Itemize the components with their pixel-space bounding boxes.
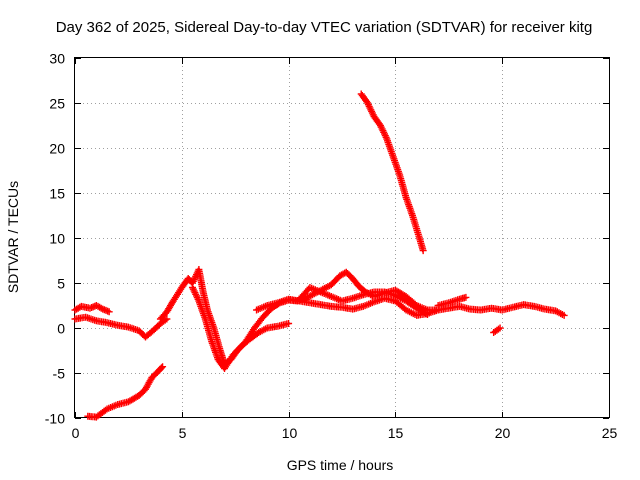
data-trace xyxy=(73,303,84,313)
data-trace xyxy=(393,293,408,304)
data-trace xyxy=(136,387,148,398)
x-axis-label: GPS time / hours xyxy=(287,457,394,473)
y-tick-label: -10 xyxy=(45,411,65,427)
series-arc-8 xyxy=(357,90,427,255)
data-trace xyxy=(415,234,427,253)
y-tick-label: 20 xyxy=(49,141,65,157)
series-arc-2 xyxy=(71,313,171,341)
series-arc-10 xyxy=(490,324,504,336)
data-trace xyxy=(350,276,362,289)
y-axis-label: SDTVAR / TECUs xyxy=(5,181,21,293)
x-tick-label: 25 xyxy=(602,425,618,441)
series-arc-7 xyxy=(295,284,431,318)
x-tick-label: 10 xyxy=(282,425,298,441)
data-trace xyxy=(222,353,236,371)
data-trace xyxy=(396,173,409,200)
data-trace xyxy=(195,267,207,294)
data-trace xyxy=(457,294,468,303)
y-tick-label: 25 xyxy=(49,96,65,112)
y-tick-label: 5 xyxy=(57,276,65,292)
data-trace xyxy=(100,306,112,315)
data-trace xyxy=(344,270,355,281)
data-trace xyxy=(252,315,266,330)
data-point xyxy=(423,311,431,318)
data-trace xyxy=(158,316,169,326)
plot-frame xyxy=(74,57,610,418)
data-trace xyxy=(94,302,105,312)
y-tick-label: 30 xyxy=(49,51,65,67)
data-trace xyxy=(491,325,502,335)
data-trace xyxy=(414,305,430,318)
y-tick-label: -5 xyxy=(53,366,66,382)
data-trace xyxy=(321,282,334,292)
data-trace xyxy=(202,317,215,344)
data-trace xyxy=(260,306,274,320)
y-tick-label: 15 xyxy=(49,186,65,202)
chart-title: Day 362 of 2025, Sidereal Day-to-day VTE… xyxy=(56,19,593,36)
data-trace xyxy=(151,321,163,332)
data-trace xyxy=(126,392,142,405)
data-trace xyxy=(149,369,161,380)
data-trace xyxy=(329,273,343,287)
series-arc-1 xyxy=(71,302,113,316)
x-tick-label: 20 xyxy=(495,425,511,441)
series-arc-3 xyxy=(84,363,167,421)
data-point xyxy=(419,247,427,255)
data-trace xyxy=(143,327,157,340)
data-point xyxy=(285,320,293,327)
data-trace xyxy=(254,302,269,313)
data-point xyxy=(105,308,113,316)
data-trace xyxy=(170,285,185,303)
data-trace xyxy=(189,285,202,303)
data-trace xyxy=(303,291,316,301)
data-trace xyxy=(248,330,261,342)
data-trace xyxy=(164,299,176,314)
data-point xyxy=(163,315,171,323)
data-trace xyxy=(88,302,99,311)
y-tick-label: 0 xyxy=(57,321,65,337)
data-point xyxy=(159,363,167,371)
data-trace xyxy=(105,401,120,412)
x-tick-label: 5 xyxy=(179,425,187,441)
data-trace xyxy=(358,92,371,105)
data-point xyxy=(560,311,568,319)
y-tick-label: 10 xyxy=(49,231,65,247)
data-trace xyxy=(338,269,349,279)
data-trace xyxy=(377,123,390,141)
data-trace xyxy=(155,364,165,374)
data-trace xyxy=(393,287,409,300)
data-trace xyxy=(210,326,224,353)
data-trace xyxy=(393,298,409,313)
data-trace xyxy=(404,298,419,311)
series-arc-5 xyxy=(188,284,293,372)
data-trace xyxy=(239,336,253,349)
data-point xyxy=(462,293,470,301)
data-trace xyxy=(256,325,269,336)
axis-ticks: 0 5 10 15 20 25 -10 -5 0 5 10 15 20 25 30 xyxy=(45,51,618,442)
data-trace xyxy=(553,308,566,318)
grid xyxy=(75,58,609,418)
data-trace xyxy=(409,213,422,238)
data-trace xyxy=(230,343,244,358)
data-trace xyxy=(142,375,155,391)
data-trace xyxy=(371,114,383,128)
data-trace xyxy=(356,284,368,295)
data-trace xyxy=(158,309,170,322)
data-series xyxy=(71,90,568,421)
data-point xyxy=(496,324,504,332)
data-trace xyxy=(364,101,377,119)
x-tick-label: 15 xyxy=(388,425,404,441)
series-arc-9 xyxy=(434,293,470,309)
data-trace xyxy=(94,406,109,420)
x-tick-label: 0 xyxy=(72,425,80,441)
